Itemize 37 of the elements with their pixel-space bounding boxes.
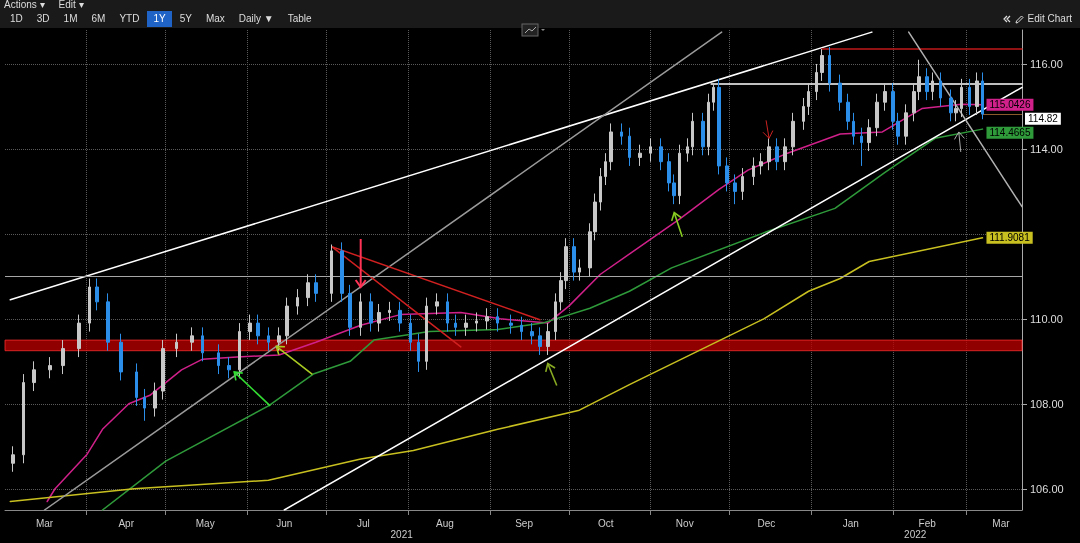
data-label: 114.4665 — [989, 127, 1031, 139]
text: Edit ▾ — [58, 0, 84, 10]
text: Daily ▼ — [237, 12, 275, 26]
text: 3D — [35, 12, 51, 26]
y-tick-label: 110.00 — [1030, 312, 1063, 325]
text: Table — [286, 12, 313, 26]
x-tick-label: Feb — [918, 517, 937, 529]
x-tick-label: Apr — [118, 517, 135, 529]
text: Edit Chart — [1027, 12, 1072, 26]
y-tick-label: 116.00 — [1030, 57, 1063, 70]
text: 1D — [9, 12, 24, 26]
x-tick-label: May — [195, 517, 215, 529]
text: YTD — [118, 12, 141, 26]
text: 2021 — [390, 528, 414, 540]
data-label: 111.9081 — [989, 232, 1031, 244]
text: Actions ▾ — [4, 0, 45, 10]
x-tick-label: Mar — [35, 517, 54, 529]
text: 5Y — [178, 12, 193, 26]
x-tick-label: Aug — [436, 517, 454, 529]
text: 1M — [62, 12, 79, 26]
y-tick-label: 106.00 — [1030, 482, 1064, 495]
text: 6M — [90, 12, 107, 26]
x-tick-label: Oct — [597, 517, 614, 529]
text: Max — [204, 12, 226, 26]
x-tick-label: Sep — [515, 517, 534, 529]
x-tick-label: Nov — [675, 517, 694, 529]
x-tick-label: Jul — [356, 517, 370, 529]
ref-line-label: 114.82 — [1028, 113, 1059, 125]
x-tick-label: Jan — [842, 517, 859, 529]
x-tick-label: Dec — [757, 517, 776, 529]
x-tick-label: Mar — [992, 517, 1011, 529]
data-label: 115.0426 — [989, 99, 1031, 111]
text: 2022 — [904, 528, 927, 540]
text: 1Y — [147, 11, 172, 27]
y-tick-label: 108.00 — [1030, 397, 1064, 410]
x-tick-label: Jun — [276, 517, 293, 529]
y-tick-label: 114.00 — [1030, 142, 1063, 155]
